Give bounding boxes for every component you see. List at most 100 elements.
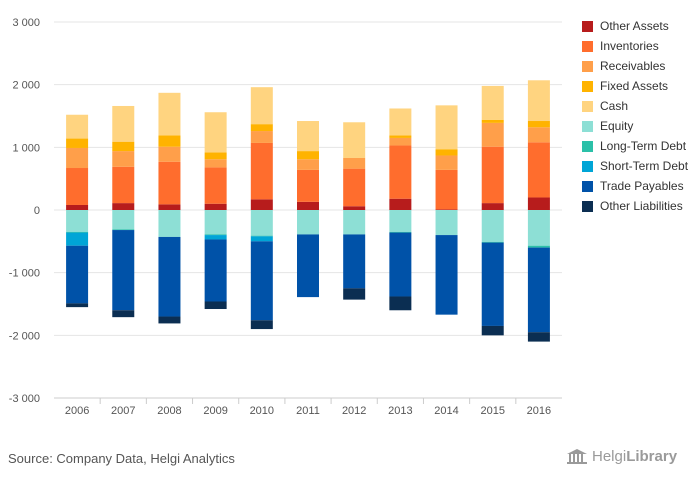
bar-segment xyxy=(343,122,366,158)
legend-swatch xyxy=(582,200,593,212)
bar-segment xyxy=(66,168,89,205)
bar-segment xyxy=(112,105,135,142)
bar-segment xyxy=(343,168,366,207)
y-tick-label: -3 000 xyxy=(9,393,40,405)
bar-segment xyxy=(66,114,89,139)
bar-segment xyxy=(66,138,89,148)
bar-segment xyxy=(481,119,504,123)
x-tick-label: 2007 xyxy=(111,405,135,417)
bar-segment xyxy=(389,296,412,311)
bar-segment xyxy=(389,198,412,210)
bar-segment xyxy=(112,203,135,210)
bar-segment xyxy=(66,232,89,246)
x-tick-label: 2009 xyxy=(203,405,227,417)
legend-item: Fixed Assets xyxy=(582,76,688,96)
legend-swatch xyxy=(582,120,593,132)
bar-segment xyxy=(343,288,366,300)
legend-item: Cash xyxy=(582,96,688,116)
bar-segment xyxy=(112,310,135,318)
bar-segment xyxy=(297,234,319,298)
bar-segment xyxy=(389,232,412,297)
bar-segment xyxy=(112,166,135,204)
x-tick-label: 2015 xyxy=(480,405,504,417)
y-tick-label: -2 000 xyxy=(9,330,40,342)
bar-segment xyxy=(66,210,89,232)
legend-swatch xyxy=(582,80,593,92)
legend-label: Other Liabilities xyxy=(600,199,683,213)
x-tick-label: 2013 xyxy=(388,405,412,417)
legend-swatch xyxy=(582,100,593,112)
bar-segment xyxy=(481,85,504,120)
bar-segment xyxy=(112,141,135,152)
x-axis: 2006 2007 2008 2009 2010 2011 2012 2013 2014 2015… xyxy=(54,397,562,417)
bar-segment xyxy=(481,203,504,210)
bar-segment xyxy=(481,146,504,204)
y-tick-label: 0 xyxy=(34,205,40,217)
logo-bold-text: Library xyxy=(626,448,678,465)
x-tick-label: 2016 xyxy=(527,405,551,417)
bar-segment xyxy=(250,87,273,125)
legend-swatch xyxy=(582,180,593,192)
bar-segment xyxy=(158,135,181,147)
bar-segment xyxy=(250,241,273,321)
x-tick-label: 2006 xyxy=(65,405,89,417)
bar-segment xyxy=(66,245,89,304)
legend-label: Short-Term Debt xyxy=(600,159,689,173)
bar-segment xyxy=(297,201,319,210)
bar-segment xyxy=(527,142,550,198)
bar-segment xyxy=(481,241,504,243)
bar-segment xyxy=(204,210,227,235)
y-tick-label: 3 000 xyxy=(12,17,40,29)
legend-swatch xyxy=(582,60,593,72)
legend-label: Trade Payables xyxy=(600,179,684,193)
bar-segment xyxy=(158,204,181,210)
legend-item: Other Liabilities xyxy=(582,196,688,216)
bar-segment xyxy=(204,112,227,153)
bar-segment xyxy=(112,151,135,167)
legend-swatch xyxy=(582,140,593,152)
library-building-icon xyxy=(567,448,587,464)
bar-segment xyxy=(250,131,273,143)
source-note: Source: Company Data, Helgi Analytics xyxy=(8,451,235,466)
helgi-library-logo: Helgi Library xyxy=(566,448,677,465)
legend-label: Equity xyxy=(600,119,634,133)
bar-segment xyxy=(343,234,366,289)
bar-segment xyxy=(343,157,366,169)
bar-segment xyxy=(204,152,227,160)
y-axis: 3 000 2 000 1 000 0 -1 000 -2 000 -3 000 xyxy=(9,17,40,405)
x-tick-label: 2008 xyxy=(157,405,181,417)
legend-label: Cash xyxy=(600,99,629,113)
bar-segment xyxy=(527,80,550,122)
bar-segment xyxy=(527,332,550,342)
bar-segment xyxy=(66,303,89,308)
bar-segment xyxy=(343,206,366,210)
bar-segment xyxy=(481,122,504,147)
logo-light-text: Helgi xyxy=(592,448,627,465)
bar-segment xyxy=(435,149,458,156)
bar-segment xyxy=(250,236,273,242)
bar-segment xyxy=(297,121,319,152)
bars xyxy=(66,80,550,342)
bar-segment xyxy=(389,135,412,138)
bar-segment xyxy=(389,210,412,232)
bar-segment xyxy=(158,161,181,205)
bar-segment xyxy=(435,209,458,210)
bar-segment xyxy=(250,142,273,200)
bar-segment xyxy=(527,197,550,210)
legend-item: Long-Term Debt xyxy=(582,136,688,156)
bar-segment xyxy=(435,169,458,210)
x-tick-label: 2014 xyxy=(434,405,458,417)
bar-segment xyxy=(297,151,319,160)
bar-segment xyxy=(435,235,458,315)
bar-segment xyxy=(158,316,181,324)
legend-label: Long-Term Debt xyxy=(600,139,687,153)
legend-label: Fixed Assets xyxy=(600,79,669,93)
x-tick-label: 2010 xyxy=(250,405,274,417)
legend-swatch xyxy=(582,20,593,32)
bar-segment xyxy=(527,127,550,143)
bar-segment xyxy=(66,204,89,210)
bar-segment xyxy=(66,231,89,233)
bar-segment xyxy=(204,235,227,240)
bar-segment xyxy=(204,159,227,168)
